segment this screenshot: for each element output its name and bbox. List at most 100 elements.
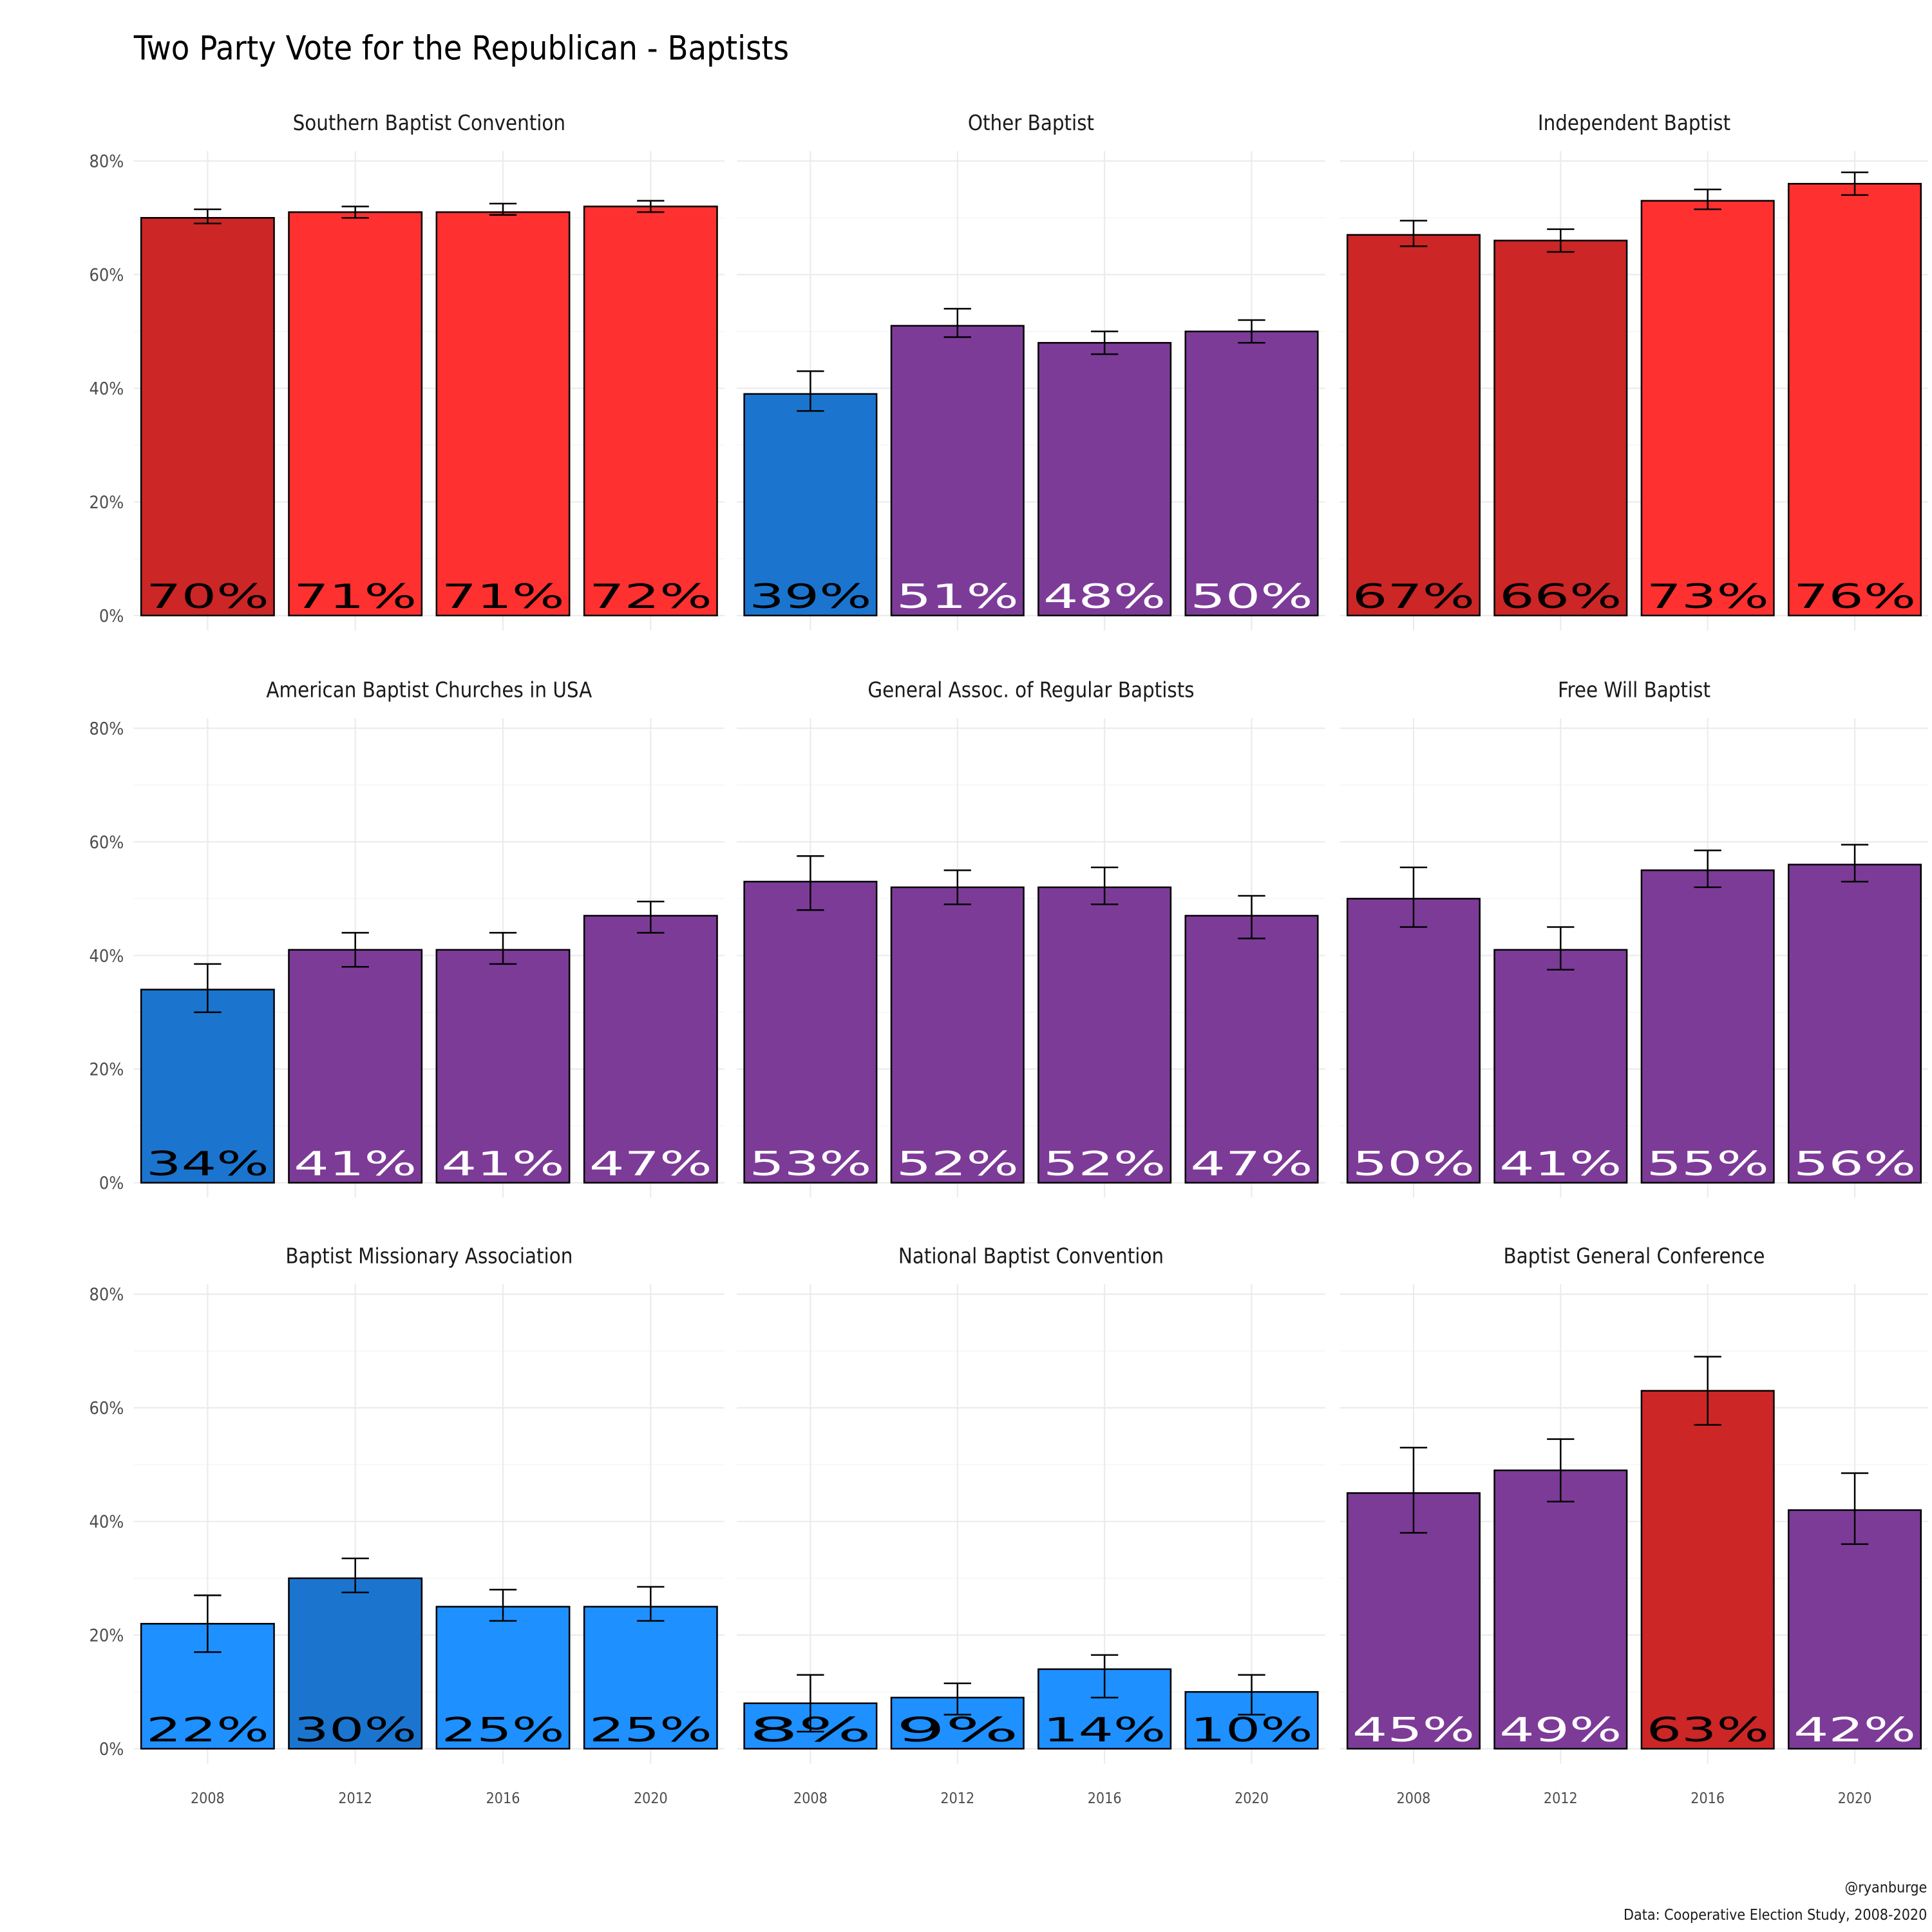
panel-independent-baptist: Independent Baptist 67% 66% 73% 76% (1340, 111, 1929, 630)
error-bar (1399, 1446, 1428, 1534)
data-label: 39% (749, 578, 871, 616)
bar (1640, 869, 1775, 1184)
error-bar (797, 370, 824, 412)
panel-general-assoc-of-regular-baptists: General Assoc. of Regular Baptists 53% 52%… (737, 678, 1325, 1198)
bar (1788, 864, 1922, 1184)
data-label: 56% (1794, 1145, 1916, 1184)
caption-source: Data: Cooperative Election Study, 2008-2… (1624, 1907, 1927, 1924)
bar (1037, 342, 1172, 617)
panel-american-baptist-churches-in-usa: 0% 20% 40% 60% 80% American Baptist Churches … (89, 678, 724, 1198)
error-bar (194, 208, 222, 225)
data-label: 47% (1190, 1145, 1312, 1184)
data-label: 45% (1352, 1711, 1475, 1750)
panel-title: American Baptist Churches in USA (266, 678, 592, 703)
bar (1640, 1390, 1775, 1750)
error-bar (489, 1589, 517, 1622)
error-bar (1547, 228, 1575, 253)
bar (1184, 914, 1319, 1184)
bar (743, 393, 878, 617)
panel-title: Free Will Baptist (1558, 678, 1710, 703)
y-tick-label: 60% (89, 833, 124, 853)
error-bar (1399, 220, 1428, 247)
data-label: 70% (146, 578, 269, 616)
error-bar (489, 932, 517, 965)
panel-title: Baptist General Conference (1504, 1244, 1765, 1269)
data-label: 50% (1190, 578, 1312, 616)
x-tick-label: 2020 (1838, 1790, 1872, 1807)
data-label: 22% (146, 1711, 269, 1750)
bar (435, 211, 571, 617)
x-tick-label: 2016 (1088, 1790, 1122, 1807)
bar (1037, 886, 1172, 1184)
bar (890, 325, 1025, 617)
data-label: 9% (896, 1711, 1019, 1750)
data-label: 47% (589, 1145, 712, 1184)
error-bar (637, 200, 665, 213)
data-label: 50% (1352, 1145, 1475, 1184)
error-bar (1090, 866, 1119, 905)
data-label: 25% (442, 1711, 565, 1750)
data-label: 49% (1499, 1711, 1622, 1750)
bar (1493, 949, 1628, 1184)
panel-southern-baptist-convention: 0% 20% 40% 60% 80% Southern Baptist Conventio… (89, 111, 724, 630)
bar (435, 1605, 571, 1750)
y-tick-label: 60% (89, 265, 124, 285)
error-bar (1238, 319, 1265, 344)
bar (140, 216, 275, 617)
bar (435, 949, 571, 1184)
data-label: 63% (1647, 1711, 1769, 1750)
data-label: 67% (1352, 578, 1475, 616)
data-label: 41% (442, 1145, 565, 1184)
bar (1184, 330, 1319, 617)
error-bar (637, 1586, 665, 1622)
error-bar (797, 1674, 824, 1733)
error-bar (943, 308, 971, 338)
bar (743, 880, 878, 1184)
panel-title: Southern Baptist Convention (293, 111, 565, 135)
bar (1493, 1469, 1628, 1750)
panel-other-baptist: Other Baptist 39% 51% 48% 50% (737, 111, 1325, 630)
data-label: 66% (1499, 578, 1622, 616)
caption-handle: @ryanburge (1844, 1879, 1927, 1896)
data-label: 14% (1043, 1711, 1166, 1750)
chart-title: Two Party Vote for the Republican - Bapt… (133, 29, 789, 68)
data-label: 76% (1794, 578, 1916, 616)
error-bar (1547, 1438, 1575, 1502)
x-tick-label: 2012 (338, 1790, 372, 1807)
bar (288, 211, 423, 617)
y-tick-label: 0% (99, 1173, 124, 1193)
x-tick-label: 2008 (1397, 1790, 1431, 1807)
error-bar (1694, 849, 1721, 889)
y-tick-label: 0% (99, 606, 124, 626)
data-label: 52% (1043, 1145, 1166, 1184)
x-tick-label: 2020 (634, 1790, 668, 1807)
data-label: 53% (749, 1145, 871, 1184)
data-label: 71% (442, 578, 565, 616)
error-bar (341, 1557, 369, 1594)
bar (288, 949, 423, 1184)
bar (1493, 240, 1628, 617)
y-tick-label: 40% (89, 1512, 124, 1532)
data-label: 73% (1647, 578, 1769, 616)
y-tick-label: 60% (89, 1399, 124, 1419)
error-bar (1841, 844, 1869, 883)
panel-baptist-missionary-association: 0% 20% 40% 60% 80% 2008 2012 2016 2020 Baptist Mi… (89, 1244, 724, 1807)
error-bar (194, 1594, 222, 1653)
panel-title: Other Baptist (968, 111, 1094, 135)
y-tick-label: 40% (89, 379, 124, 399)
panel-title: General Assoc. of Regular Baptists (867, 678, 1194, 703)
error-bar (797, 855, 824, 911)
panel-national-baptist-convention: 2008 2012 2016 2020 National Baptist Convent… (737, 1244, 1325, 1807)
data-label: 34% (146, 1145, 269, 1184)
error-bar (1694, 188, 1721, 211)
bar (583, 1605, 718, 1750)
panel-title: Baptist Missionary Association (285, 1244, 573, 1269)
panel-title: National Baptist Convention (898, 1244, 1164, 1269)
y-tick-label: 0% (99, 1739, 124, 1759)
bar (1640, 200, 1775, 617)
y-tick-label: 40% (89, 946, 124, 966)
x-tick-label: 2016 (1690, 1790, 1725, 1807)
data-label: 71% (294, 578, 417, 616)
error-bar (1090, 1654, 1119, 1699)
